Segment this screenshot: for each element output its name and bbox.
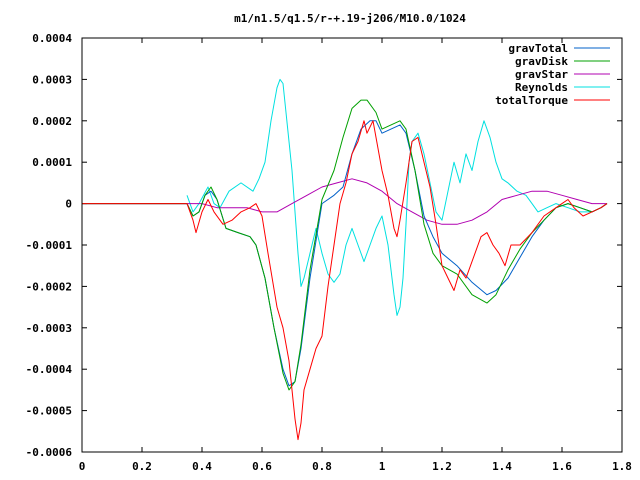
y-tick-label: -0.0003 [26,322,72,335]
x-tick-label: 1.4 [492,460,512,473]
plot-frame [81,37,623,453]
x-axis: 0 0.2 0.4 0.6 0.8 1 1.2 1.4 1.6 1.8 [79,38,632,473]
series-totalTorque-line [82,120,608,441]
y-tick-label: -0.0002 [26,280,72,293]
y-tick-label: 0 [65,198,72,211]
x-tick-label: 1.6 [552,460,572,473]
y-axis: 0.0004 0.0003 0.0002 0.0001 0 -0.0001 -0.0002 -… [26,32,622,459]
x-tick-label: 0.4 [192,460,212,473]
legend: gravTotalgravDiskgravStarReynoldstotalTo… [495,42,610,107]
y-tick-label: 0.0001 [32,156,72,169]
series-Reynolds-line [186,78,608,316]
chart-title: m1/n1.5/q1.5/r-+.19-j206/M10.0/1024 [234,12,466,25]
legend-label: gravDisk [515,55,568,68]
y-tick-label: -0.0006 [26,446,73,459]
y-tick-label: -0.0004 [26,363,73,376]
x-tick-label: 0 [79,460,86,473]
legend-label: gravTotal [508,42,568,55]
legend-label: gravStar [515,68,568,81]
plot-area [82,78,608,441]
y-tick-label: 0.0002 [32,115,72,128]
y-tick-label: 0.0003 [32,73,72,86]
series-gravDisk-line [82,99,608,391]
legend-label: Reynolds [515,81,568,94]
x-tick-label: 0.6 [252,460,272,473]
y-tick-label: 0.0004 [32,32,72,45]
x-tick-label: 1 [379,460,386,473]
y-tick-label: -0.0001 [26,239,73,252]
y-tick-label: -0.0005 [26,405,72,418]
x-tick-label: 0.8 [312,460,332,473]
legend-label: totalTorque [495,94,568,107]
x-tick-label: 1.8 [612,460,632,473]
x-tick-label: 0.2 [132,460,152,473]
x-tick-label: 1.2 [432,460,452,473]
series-gravStar-line [82,178,607,225]
